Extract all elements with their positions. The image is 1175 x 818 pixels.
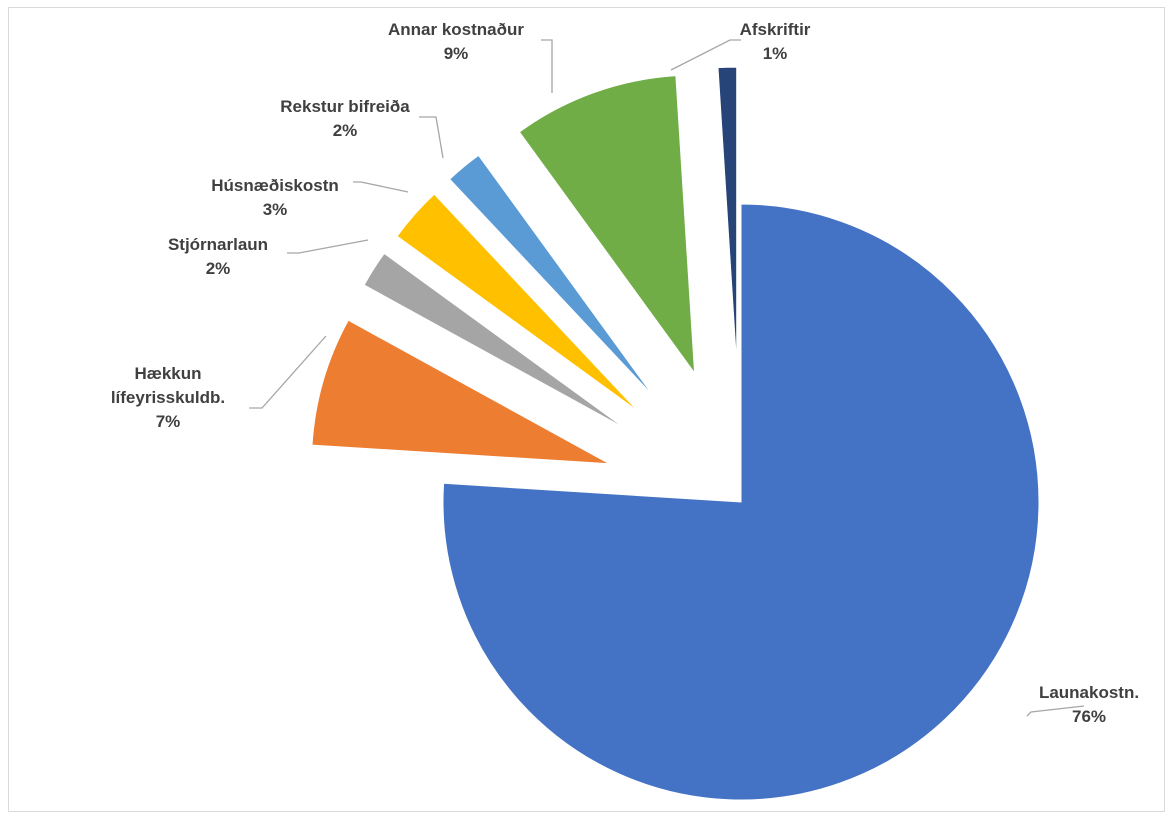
leader-line	[353, 181, 409, 193]
slice-percent: 1%	[763, 44, 788, 63]
pie-slice	[717, 66, 738, 366]
leader-line	[1026, 705, 1085, 717]
slice-label: Rekstur bifreiða 2%	[280, 97, 410, 140]
slice-name: Annar kostnaður	[388, 20, 524, 39]
slice-percent: 2%	[206, 259, 231, 278]
slice-name: Launakostn.	[1039, 683, 1139, 702]
slice-name: Afskriftir	[740, 20, 811, 39]
slice-percent: 7%	[156, 412, 181, 431]
slice-name: Rekstur bifreiða	[280, 97, 410, 116]
slice-name: lífeyrisskuldb.	[111, 388, 225, 407]
leader-line	[419, 116, 444, 159]
slice-percent: 2%	[333, 121, 358, 140]
pie-slice	[448, 154, 655, 397]
pie-labels: Launakostn. 76% Hækkun lífeyrisskuldb. 7% Stj…	[111, 20, 1139, 726]
leader-line	[670, 39, 741, 71]
slice-percent: 76%	[1072, 707, 1106, 726]
pie-slice	[363, 252, 626, 430]
slice-label: Stjórnarlaun 2%	[168, 235, 268, 278]
pie-slice	[311, 319, 610, 465]
pie-slice	[442, 203, 1040, 801]
slice-percent: 9%	[444, 44, 469, 63]
pie-slice	[518, 75, 696, 375]
slice-label: Hækkun lífeyrisskuldb. 7%	[111, 364, 225, 431]
slice-label: Annar kostnaður 9%	[388, 20, 524, 63]
pie-slice	[396, 193, 639, 412]
slice-label: Afskriftir 1%	[740, 20, 811, 63]
leader-line	[287, 239, 369, 254]
slice-label: Húsnæðiskostn 3%	[211, 176, 339, 219]
pie-slices	[311, 66, 1040, 801]
slice-name: Hækkun	[134, 364, 201, 383]
slice-label: Launakostn. 76%	[1039, 683, 1139, 726]
slice-name: Húsnæðiskostn	[211, 176, 339, 195]
slice-percent: 3%	[263, 200, 288, 219]
leader-line	[541, 39, 553, 93]
leader-line	[249, 335, 327, 409]
slice-name: Stjórnarlaun	[168, 235, 268, 254]
